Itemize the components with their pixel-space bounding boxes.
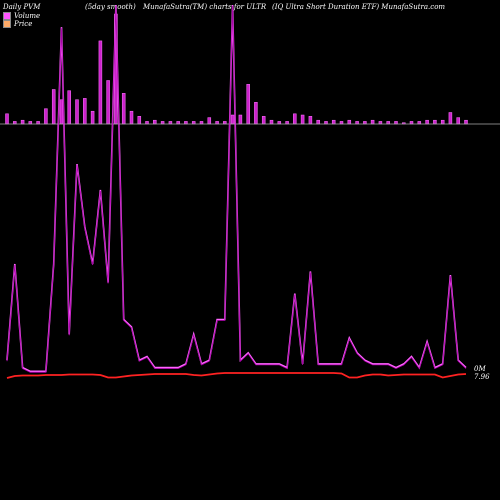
volume-bar — [207, 117, 212, 125]
smoothed-volume-line-shadow — [6, 5, 467, 373]
volume-bar — [238, 114, 243, 125]
volume-bar — [67, 90, 71, 125]
chart-header-right: (IQ Ultra Short Duration ETF) MunafaSutr… — [272, 3, 446, 11]
volume-bar — [293, 113, 297, 125]
volume-bar — [448, 112, 453, 125]
volume-bar — [59, 99, 64, 125]
volume-bar — [440, 119, 445, 125]
chart-header-left: Daily PVM — [3, 3, 41, 11]
volume-bar — [347, 119, 352, 125]
volume-bar — [254, 102, 258, 125]
volume-bar — [137, 116, 142, 125]
volume-end-label: 0M — [474, 365, 486, 373]
volume-bar — [5, 113, 9, 125]
volume-bar — [246, 84, 250, 125]
volume-bars — [5, 13, 468, 125]
volume-bar — [20, 119, 25, 125]
volume-bar — [106, 80, 110, 125]
chart-header-smooth: (5day smooth) — [85, 3, 136, 11]
volume-bar — [433, 119, 437, 125]
volume-bar — [75, 99, 79, 125]
volume-bar — [230, 114, 235, 125]
volume-swatch — [3, 12, 11, 20]
volume-bar — [153, 119, 157, 125]
volume-bar — [456, 117, 460, 125]
chart-header-center: MunafaSutra(TM) charts for ULTR — [143, 3, 267, 11]
volume-bar — [83, 98, 87, 125]
volume-bar — [425, 119, 429, 125]
volume-bar — [90, 110, 95, 125]
volume-bar — [269, 119, 274, 125]
legend-volume: Volume — [3, 12, 40, 20]
price-line — [6, 372, 467, 379]
volume-bar — [261, 116, 266, 125]
legend-volume-label: Volume — [14, 12, 41, 20]
volume-bar — [51, 89, 56, 125]
legend-price-label: Price — [14, 20, 33, 28]
volume-bar — [98, 40, 103, 125]
volume-bar — [44, 108, 48, 125]
volume-bar — [308, 116, 313, 125]
price-swatch — [3, 20, 11, 28]
volume-bar — [316, 119, 320, 125]
price-end-label: 7.96 — [474, 373, 490, 381]
volume-bar — [129, 110, 134, 125]
volume-bar — [370, 119, 375, 125]
legend-price: Price — [3, 20, 32, 28]
volume-bar — [331, 119, 336, 125]
volume-bar — [121, 93, 126, 125]
volume-bar — [300, 114, 305, 125]
volume-bar — [464, 119, 468, 125]
